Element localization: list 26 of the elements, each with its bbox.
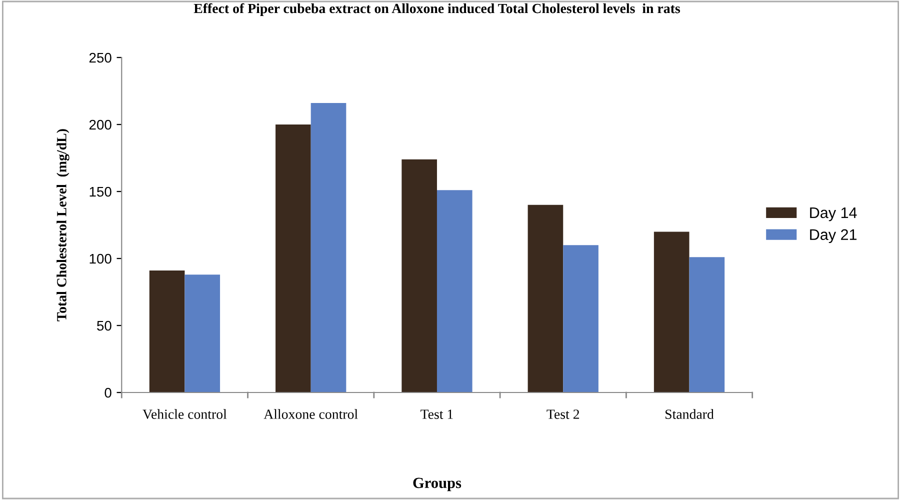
y-tick-label: 100 bbox=[90, 254, 112, 264]
x-tick-label: Test 1 bbox=[420, 410, 453, 419]
bar bbox=[149, 270, 185, 392]
y-tick-label: 50 bbox=[97, 320, 112, 331]
legend-label: Day 21 bbox=[810, 229, 857, 244]
bar bbox=[436, 190, 472, 392]
bar bbox=[654, 232, 690, 392]
bar bbox=[184, 274, 220, 392]
x-tick-label: Alloxone control bbox=[264, 409, 358, 419]
y-tick-label: 150 bbox=[90, 186, 112, 197]
bar bbox=[528, 204, 564, 392]
chart-title: Effect of Piper cubeba extract on Alloxone induced Total Cholesterol levels in rats bbox=[194, 3, 680, 16]
legend-label: Day 14 bbox=[810, 208, 857, 222]
bar bbox=[689, 257, 725, 392]
y-tick-label: 0 bbox=[104, 388, 112, 398]
y-tick-label: 250 bbox=[89, 52, 112, 63]
x-tick-label: Test 2 bbox=[546, 410, 580, 419]
x-axis-title: Groups bbox=[413, 478, 462, 492]
y-axis-title: Total Cholesterol Level (mg/dL) bbox=[56, 129, 70, 322]
bar bbox=[276, 124, 311, 392]
x-tick-label: Vehicle control bbox=[142, 409, 227, 420]
bar bbox=[563, 245, 598, 392]
bar bbox=[310, 103, 346, 392]
x-tick-label: Standard bbox=[666, 409, 714, 419]
y-tick-label: 200 bbox=[89, 120, 112, 130]
bar bbox=[402, 159, 437, 392]
